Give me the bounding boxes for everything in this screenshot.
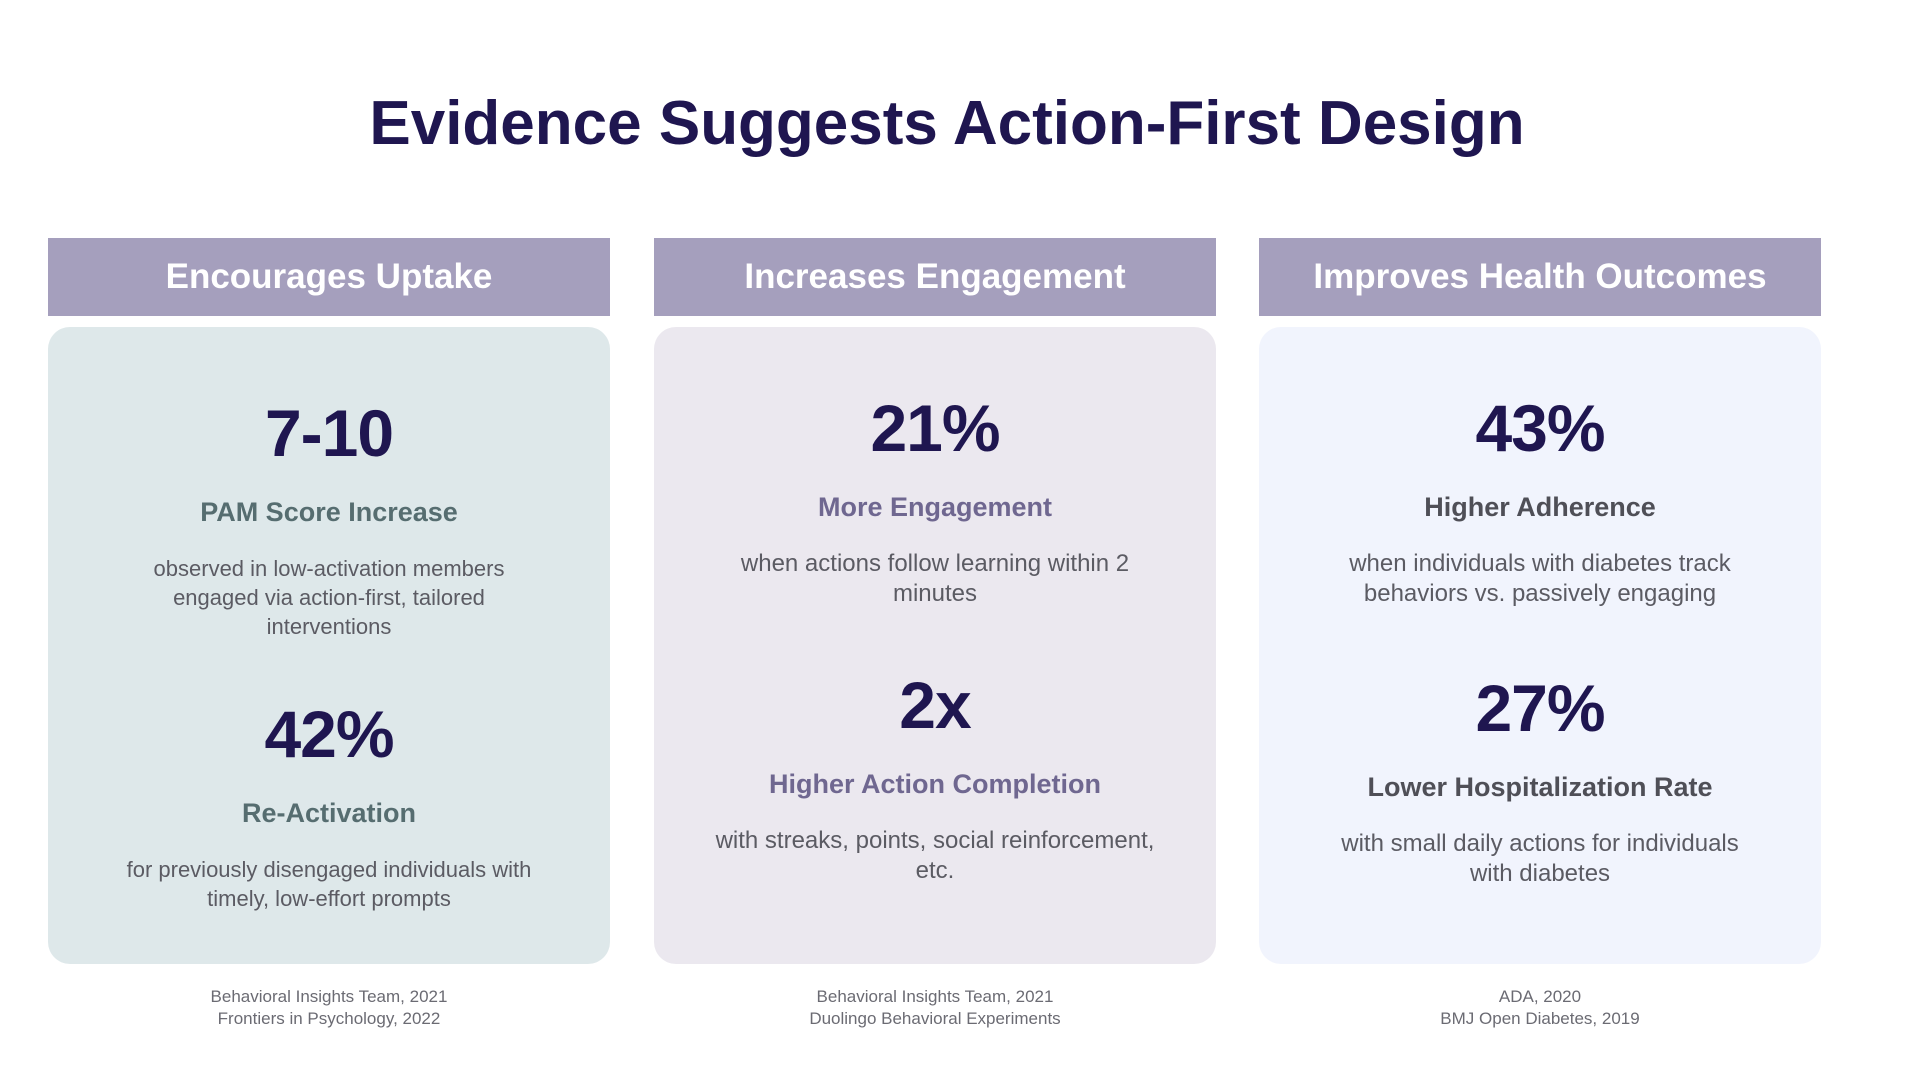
stat-block: 43% Higher Adherence when individuals wi… — [1259, 395, 1821, 609]
stat-value: 43% — [1475, 391, 1605, 465]
stat-label: PAM Score Increase — [200, 497, 458, 527]
stat-block: 7-10 PAM Score Increase observed in low-… — [48, 400, 610, 641]
stat-block: 27% Lower Hospitalization Rate with smal… — [1259, 675, 1821, 889]
stat-value: 21% — [870, 391, 1000, 465]
source-citation: ADA, 2020 BMJ Open Diabetes, 2019 — [1259, 986, 1821, 1030]
stat-card: 7-10 PAM Score Increase observed in low-… — [48, 327, 610, 964]
stat-description: when individuals with diabetes track beh… — [1349, 550, 1731, 608]
column-header: Improves Health Outcomes — [1259, 238, 1821, 316]
column-encourages-uptake: Encourages Uptake 7-10 PAM Score Increas… — [48, 238, 610, 1030]
stat-label: Re-Activation — [241, 798, 417, 828]
stat-description: with small daily actions for individuals… — [1341, 830, 1739, 888]
stat-label: Higher Action Completion — [769, 769, 1101, 799]
source-line: Frontiers in Psychology, 2022 — [217, 1009, 441, 1028]
stat-block: 21% More Engagement when actions follow … — [654, 395, 1216, 609]
source-line: Duolingo Behavioral Experiments — [809, 1009, 1061, 1028]
stat-card: 43% Higher Adherence when individuals wi… — [1259, 327, 1821, 964]
source-citation: Behavioral Insights Team, 2021 Duolingo … — [654, 986, 1216, 1030]
stat-label: More Engagement — [817, 492, 1053, 522]
stat-block: 2x Higher Action Completion with streaks… — [654, 672, 1216, 886]
stat-label: Lower Hospitalization Rate — [1367, 772, 1713, 802]
stat-description: for previously disengaged individuals wi… — [126, 857, 532, 912]
stat-value: 7-10 — [264, 396, 394, 470]
stat-card: 21% More Engagement when actions follow … — [654, 327, 1216, 964]
source-line: BMJ Open Diabetes, 2019 — [1440, 1009, 1640, 1028]
source-line: Behavioral Insights Team, 2021 — [816, 987, 1054, 1006]
source-line: Behavioral Insights Team, 2021 — [210, 987, 448, 1006]
stat-value: 2x — [899, 668, 971, 742]
column-header: Encourages Uptake — [48, 238, 610, 316]
stat-block: 42% Re-Activation for previously disenga… — [48, 701, 610, 913]
stat-label: Higher Adherence — [1424, 492, 1656, 522]
source-citation: Behavioral Insights Team, 2021 Frontiers… — [48, 986, 610, 1030]
stat-value: 27% — [1475, 671, 1605, 745]
stat-value: 42% — [264, 697, 394, 771]
stat-description: when actions follow learning within 2 mi… — [740, 550, 1130, 608]
source-line: ADA, 2020 — [1498, 987, 1582, 1006]
column-improves-health-outcomes: Improves Health Outcomes 43% Higher Adhe… — [1259, 238, 1821, 1030]
stat-description: with streaks, points, social reinforceme… — [715, 827, 1155, 885]
stat-description: observed in low-activation members engag… — [153, 556, 505, 640]
column-header: Increases Engagement — [654, 238, 1216, 316]
column-increases-engagement: Increases Engagement 21% More Engagement… — [654, 238, 1216, 1030]
page-title: Evidence Suggests Action-First Design — [369, 89, 1525, 158]
